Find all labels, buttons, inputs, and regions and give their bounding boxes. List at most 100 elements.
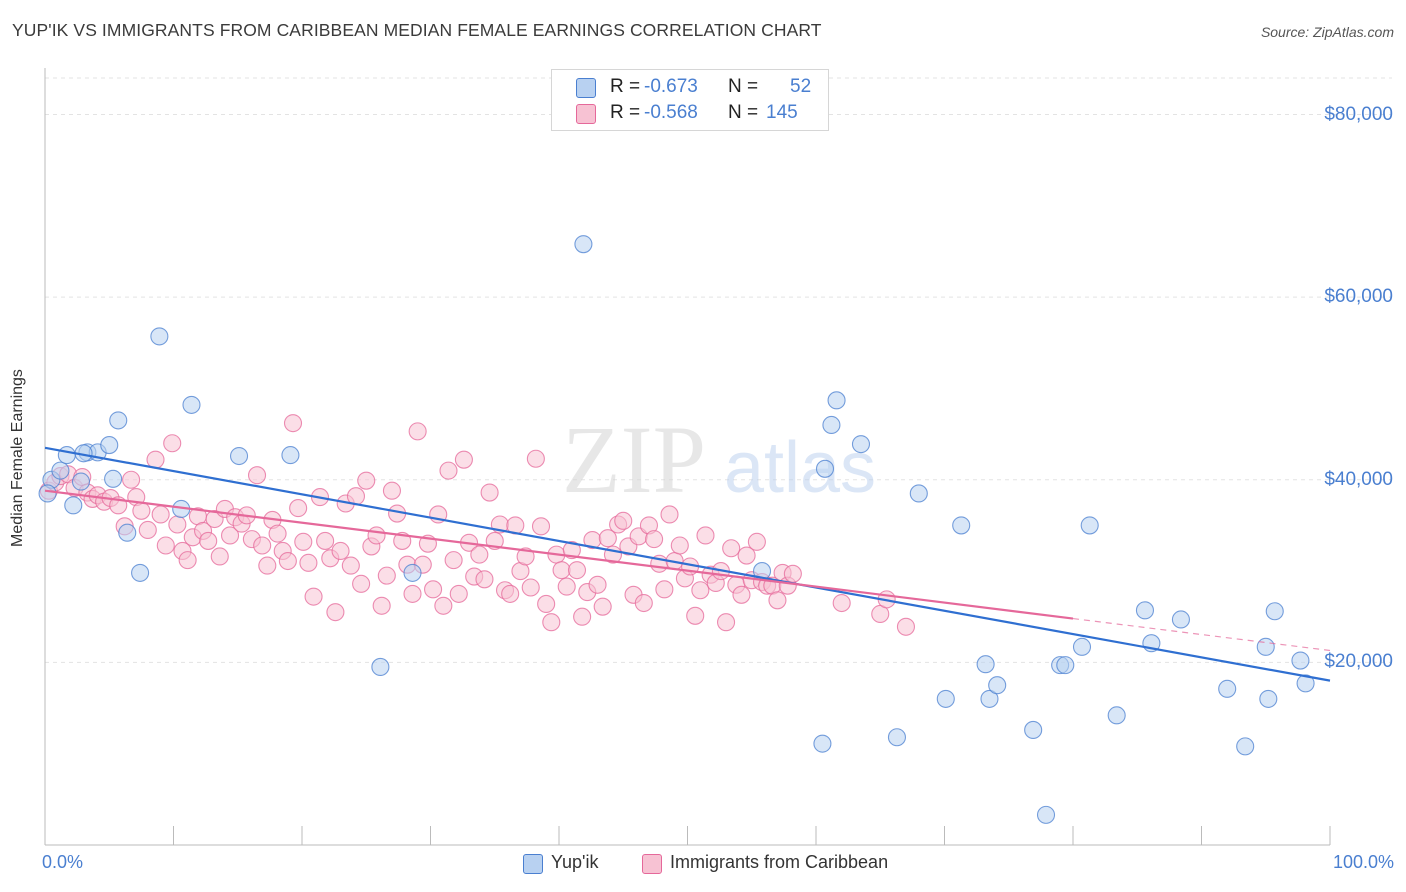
data-point-caribbean [537, 594, 556, 613]
data-point-yupik [1291, 651, 1310, 670]
data-point-yupik [1072, 637, 1092, 656]
data-point-yupik [952, 516, 971, 535]
data-point-caribbean [258, 556, 277, 575]
watermark: ZIP atlas [562, 406, 876, 513]
data-point-yupik [887, 728, 907, 747]
legend-swatch-yupik [576, 78, 596, 98]
data-point-caribbean [768, 591, 787, 610]
data-point-yupik [1265, 602, 1284, 621]
data-point-caribbean [444, 551, 463, 570]
bottom-legend-yupik: Yup'ik [523, 852, 633, 876]
points-layer [38, 235, 1315, 824]
data-point-caribbean [326, 603, 345, 622]
data-point-caribbean [598, 529, 617, 548]
data-point-caribbean [655, 580, 674, 599]
data-point-yupik [813, 734, 832, 753]
bottom-legend-label: Yup'ik [551, 852, 599, 872]
data-point-caribbean [783, 564, 802, 583]
y-tick-label: $40,000 [1324, 468, 1393, 490]
data-point-caribbean [210, 547, 229, 566]
data-point-caribbean [341, 556, 360, 575]
data-point-caribbean [660, 505, 679, 524]
data-point-yupik [1296, 674, 1315, 693]
legend-swatch-caribbean [576, 104, 596, 124]
data-point-caribbean [439, 461, 458, 480]
data-point-yupik [936, 689, 955, 708]
data-point-caribbean [168, 515, 187, 534]
data-point-caribbean [163, 434, 182, 453]
data-point-caribbean [722, 539, 741, 558]
y-axis-label: Median Female Earnings [9, 369, 26, 547]
bottom-legend-label: Immigrants from Caribbean [670, 852, 889, 872]
y-tick-label: $20,000 [1324, 651, 1393, 673]
data-point-caribbean [634, 593, 653, 613]
watermark-atlas: atlas [724, 428, 876, 508]
data-point-caribbean [132, 501, 151, 520]
data-point-caribbean [896, 617, 916, 636]
data-point-caribbean [588, 575, 607, 594]
data-point-yupik [109, 411, 128, 430]
data-point-caribbean [470, 545, 489, 564]
data-point-yupik [822, 415, 841, 435]
y-tick-label: $60,000 [1324, 286, 1393, 308]
data-point-caribbean [352, 574, 371, 593]
data-point-yupik [1236, 737, 1255, 756]
data-point-caribbean [691, 581, 710, 600]
bottom-legend-swatch-yupik [523, 854, 543, 874]
data-point-yupik [851, 435, 871, 454]
data-point-yupik [815, 459, 835, 478]
data-point-caribbean [331, 541, 350, 561]
trend-layer [44, 446, 1331, 682]
y-tick-label: $80,000 [1324, 103, 1393, 125]
legend-r-label: R = [610, 76, 641, 97]
source-label: Source: ZipAtlas.com [1260, 24, 1394, 40]
trend-line-caribbean-extension [1072, 617, 1331, 652]
data-point-caribbean [357, 471, 376, 490]
data-point-caribbean [454, 450, 473, 469]
bottom-legend-swatch-caribbean [642, 854, 662, 874]
data-point-yupik [1080, 516, 1099, 535]
data-point-caribbean [122, 470, 141, 489]
data-point-caribbean [501, 584, 520, 603]
data-point-yupik [104, 469, 123, 488]
data-point-caribbean [199, 531, 218, 550]
data-point-caribbean [562, 541, 581, 560]
watermark-zip: ZIP [562, 406, 706, 513]
data-point-yupik [574, 235, 593, 254]
data-point-caribbean [747, 532, 766, 551]
data-point-caribbean [424, 580, 443, 599]
data-point-caribbean [372, 596, 391, 615]
data-point-yupik [38, 484, 57, 503]
legend-r-value: -0.568 [644, 102, 698, 123]
data-point-yupik [1259, 689, 1278, 708]
legend-row-yupik: R = -0.673 N = 52 [552, 76, 828, 102]
data-point-yupik [976, 655, 995, 674]
data-point-yupik [988, 676, 1007, 695]
data-point-yupik [1135, 601, 1155, 620]
legend-r-label: R = [610, 102, 641, 123]
legend-n-label: N = [728, 76, 759, 97]
data-point-caribbean [138, 520, 157, 540]
data-point-caribbean [526, 449, 545, 468]
data-point-caribbean [316, 531, 335, 550]
data-point-caribbean [304, 587, 323, 606]
data-point-caribbean [268, 524, 287, 543]
data-point-caribbean [253, 536, 272, 555]
data-point-caribbean [377, 566, 396, 585]
data-point-caribbean [156, 536, 175, 555]
x-tick-label-max: 100.0% [1332, 852, 1394, 872]
data-point-caribbean [403, 584, 422, 603]
data-point-yupik [909, 484, 928, 503]
data-point-caribbean [696, 526, 715, 545]
data-point-caribbean [516, 547, 535, 566]
axis-layer [44, 68, 1331, 846]
data-point-caribbean [434, 596, 453, 615]
data-point-yupik [51, 461, 70, 480]
data-point-caribbean [567, 561, 587, 580]
data-point-caribbean [220, 526, 240, 545]
data-point-caribbean [732, 585, 751, 604]
data-point-caribbean [552, 561, 571, 580]
bottom-legend-caribbean: Immigrants from Caribbean [642, 852, 942, 876]
data-point-caribbean [593, 597, 612, 616]
data-point-caribbean [832, 593, 851, 613]
